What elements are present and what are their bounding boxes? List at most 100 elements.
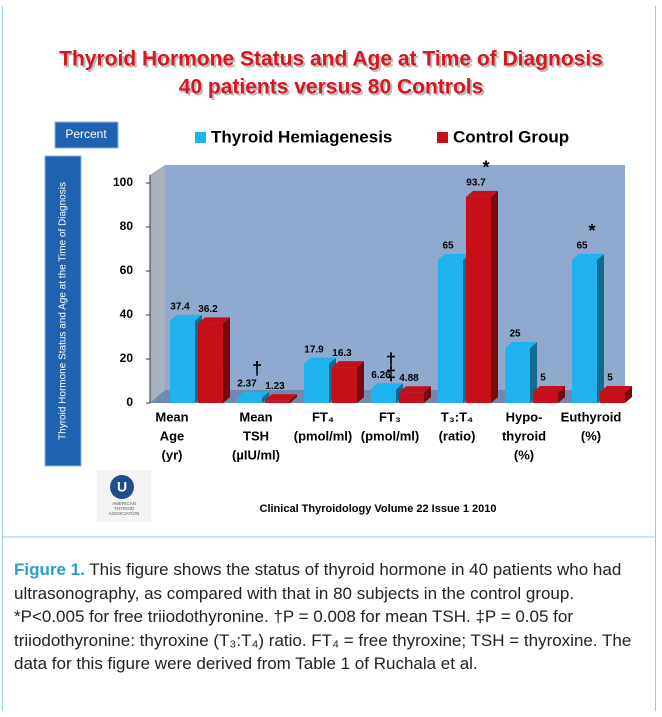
annotation: † — [252, 359, 262, 379]
unit-box — [54, 121, 119, 149]
bar — [533, 392, 558, 403]
x-tick-label: thyroid — [502, 428, 546, 443]
logo-mark — [110, 475, 134, 499]
y-tick-label: 80 — [120, 219, 134, 233]
value-label: 36.2 — [198, 304, 218, 315]
y-axis-label: Thyroid Hormone Status and Age at the Ti… — [58, 182, 69, 440]
logo-letter: U — [117, 479, 127, 495]
bar-top — [600, 386, 632, 392]
x-tick-label: T₃:T₄ — [441, 409, 473, 424]
x-tick-label: Mean — [239, 409, 272, 424]
bar-group — [170, 314, 202, 403]
bar-top — [572, 254, 604, 260]
bar-side — [491, 190, 498, 403]
bar — [170, 320, 195, 403]
bar — [505, 348, 530, 403]
bar-top — [237, 391, 269, 398]
x-tick-label: (pmol/ml) — [361, 428, 420, 443]
x-tick-label: (µIU/ml) — [232, 447, 280, 462]
bar-group — [399, 386, 431, 403]
bar-side — [290, 394, 297, 403]
chart-title: Thyroid Hormone Status and Age at Time o… — [59, 48, 603, 71]
value-label: 5 — [540, 373, 546, 384]
caption: Figure 1. This figure shows the status o… — [14, 558, 642, 676]
bar — [466, 196, 491, 403]
y-tick-label: 20 — [120, 351, 134, 365]
value-label: 4.88 — [399, 373, 419, 384]
chart-title-shadow: Thyroid Hormone Status and Age at Time o… — [61, 50, 605, 73]
bar — [237, 397, 262, 403]
value-label: 65 — [576, 241, 588, 252]
bar-side — [424, 386, 431, 403]
bar-top — [466, 190, 498, 197]
side-wall — [150, 165, 165, 403]
x-tick-label: FT₄ — [312, 409, 334, 424]
value-label: 65 — [442, 241, 454, 252]
value-label: 93.7 — [466, 178, 486, 189]
x-tick-label: Age — [160, 428, 185, 443]
bar-group — [505, 342, 537, 403]
value-label: 5 — [607, 373, 613, 384]
y-tick-label: 60 — [120, 263, 134, 277]
back-wall — [150, 165, 625, 403]
unit-label: Percent — [65, 127, 107, 141]
bar-group — [438, 254, 470, 403]
bar-top — [265, 394, 297, 401]
x-tick-label: (%) — [514, 447, 534, 462]
bar — [399, 392, 424, 403]
value-label: 25 — [509, 329, 521, 340]
bar-group — [265, 394, 297, 403]
caption-text: This figure shows the status of thyroid … — [14, 560, 632, 673]
bar-group — [533, 386, 565, 403]
bar-group — [600, 386, 632, 403]
bar-side — [530, 342, 537, 403]
bar-side — [597, 254, 604, 403]
annotation: ‡ — [386, 364, 396, 384]
bar-group — [304, 357, 336, 403]
bar-group — [237, 391, 269, 403]
x-tick-label: (ratio) — [439, 428, 476, 443]
bar-side — [357, 361, 364, 403]
bar-group — [332, 361, 364, 403]
y-tick-label: 100 — [113, 175, 133, 189]
value-label: 37.4 — [170, 301, 190, 312]
chart-title: 40 patients versus 80 Controls — [179, 76, 484, 99]
legend-swatch — [195, 132, 206, 143]
value-label: 17.9 — [304, 344, 324, 355]
legend-label: Thyroid Hemiagenesis — [211, 127, 392, 146]
bar — [332, 367, 357, 403]
y-tick-label: 0 — [126, 395, 133, 409]
bar-top — [533, 386, 565, 392]
bar — [572, 260, 597, 403]
caption-label: Figure 1. — [14, 560, 85, 579]
x-tick-label: Mean — [155, 409, 188, 424]
x-tick-label: Hypo- — [506, 409, 543, 424]
bar-side — [625, 386, 632, 403]
source: Clinical Thyroidology Volume 22 Issue 1 … — [260, 503, 497, 515]
legend-label: Control Group — [453, 127, 569, 146]
value-label: 1.23 — [265, 381, 285, 392]
annotation: * — [482, 158, 489, 178]
bar-top — [304, 357, 336, 364]
y-tick-label: 40 — [120, 307, 134, 321]
bar-top — [371, 383, 403, 390]
bar-side — [262, 391, 269, 403]
bar-top — [399, 386, 431, 393]
bar — [371, 389, 396, 403]
bar — [600, 392, 625, 403]
value-label: 16.3 — [332, 348, 352, 359]
logo-text: AMERICAN — [112, 501, 136, 506]
bar — [265, 400, 290, 403]
bar-group — [466, 190, 498, 403]
x-tick-label: (pmol/ml) — [294, 428, 353, 443]
x-tick-label: TSH — [243, 428, 269, 443]
bar-top — [332, 361, 364, 368]
bar-top — [505, 342, 537, 348]
bar-group — [371, 383, 403, 403]
annotation: † — [386, 350, 396, 370]
bar — [304, 363, 329, 403]
bar-top — [438, 254, 470, 260]
logo-text: ASSOCIATION — [109, 511, 139, 516]
